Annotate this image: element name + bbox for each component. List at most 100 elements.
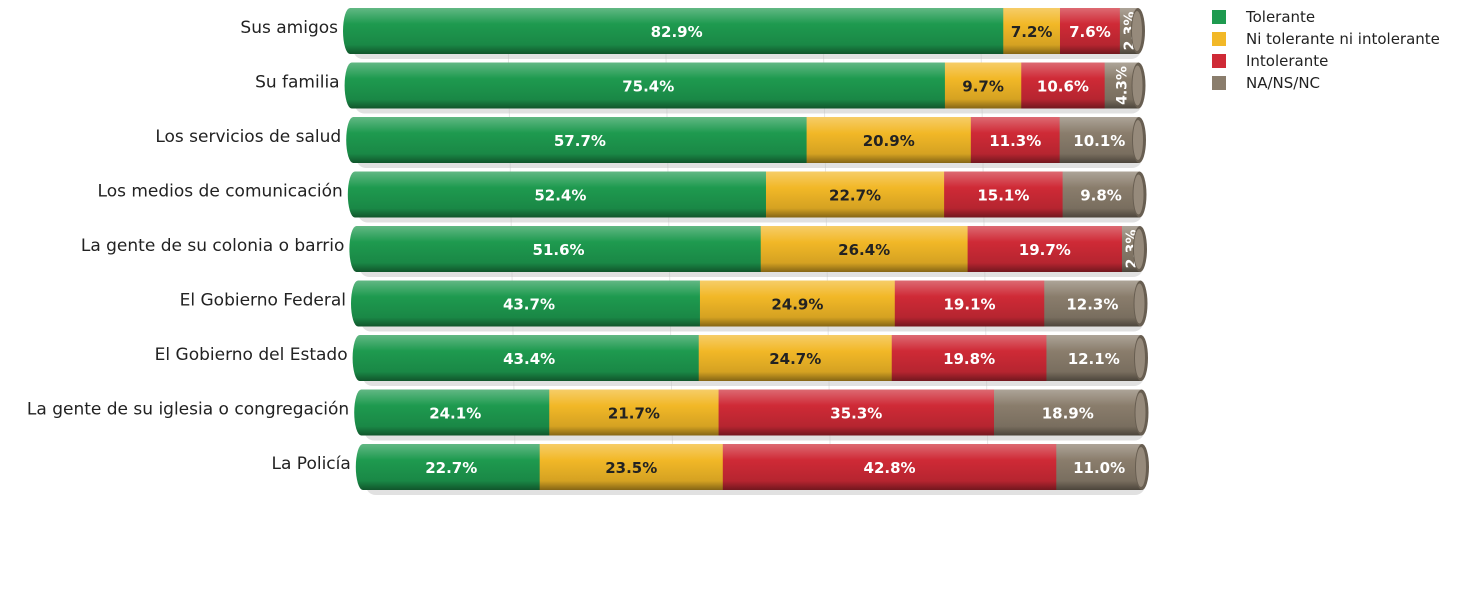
value-label: 35.3%: [830, 405, 882, 423]
legend-label-intolerante: Intolerante: [1246, 52, 1329, 70]
value-label: 9.8%: [1080, 187, 1122, 205]
bar-row: Sus amigos 82.9% 7.2% 7.6% 2.3%: [240, 8, 1145, 59]
category-label: El Gobierno del Estado: [155, 345, 348, 365]
legend-swatch-tolerante: [1212, 10, 1226, 24]
bar-segment: [1056, 444, 1143, 490]
bar-row: Su familia 75.4% 9.7% 10.6% 4.3%: [255, 62, 1146, 114]
legend: Tolerante Ni tolerante ni intolerante In…: [1212, 6, 1440, 94]
bar-segment: [549, 389, 720, 436]
value-label: 11.3%: [989, 132, 1041, 150]
bar-segment: [806, 117, 972, 163]
bar-row: La Policía 22.7% 23.5% 42.8% 11.0%: [272, 444, 1149, 495]
value-label: 22.7%: [829, 187, 881, 205]
category-label: El Gobierno Federal: [180, 291, 346, 311]
bar-left-cap: [351, 280, 365, 327]
bar-segment: [362, 444, 541, 490]
bar-left-cap: [346, 117, 361, 163]
value-label: 4.3%: [1115, 66, 1131, 105]
bar-segment: [1003, 8, 1061, 54]
value-label: 52.4%: [534, 187, 586, 205]
bar-right-cap-face: [1135, 392, 1146, 433]
value-label: 75.4%: [622, 78, 674, 96]
value-label: 12.3%: [1066, 296, 1118, 314]
bar-right-cap-face: [1133, 120, 1143, 160]
bar-right-cap-face: [1134, 283, 1145, 324]
bar-left-cap: [352, 335, 367, 381]
legend-swatch-ni-tolerante: [1212, 32, 1226, 46]
bar-row: Los servicios de salud 57.7% 20.9% 11.3% 10.…: [155, 117, 1146, 168]
bar-segment: [967, 226, 1123, 272]
bar-segment: [350, 8, 1004, 54]
bar-right-cap-face: [1132, 11, 1142, 51]
bar-segment: [1021, 62, 1106, 109]
bar-segment: [970, 117, 1061, 163]
bar-segment: [1044, 280, 1142, 327]
value-label: 23.5%: [605, 459, 657, 477]
value-label: 19.1%: [944, 296, 996, 314]
bar-right-cap-face: [1133, 174, 1144, 215]
bar-left-cap: [343, 8, 357, 54]
legend-swatch-na-ns-nc: [1212, 76, 1226, 90]
bar-segment: [1062, 171, 1141, 218]
value-label: 7.6%: [1069, 23, 1111, 41]
legend-item-intolerante: Intolerante: [1212, 50, 1440, 72]
bar-row: El Gobierno del Estado 43.4% 24.7% 19.8% 12.…: [155, 335, 1148, 386]
bar-segment: [944, 171, 1064, 218]
value-label: 11.0%: [1073, 459, 1125, 477]
bar-segment: [944, 62, 1022, 109]
category-label: Su familia: [255, 73, 340, 93]
value-label: 57.7%: [554, 132, 606, 150]
value-label: 9.7%: [962, 78, 1004, 96]
value-label: 24.7%: [769, 350, 821, 368]
bar-segment: [722, 444, 1057, 490]
bar-segment: [351, 62, 946, 109]
bar-right-cap-face: [1132, 65, 1143, 106]
bar-right-cap-face: [1135, 338, 1145, 378]
value-label: 24.1%: [429, 405, 481, 423]
value-label: 20.9%: [863, 132, 915, 150]
bar-segment: [1059, 8, 1121, 54]
bar-left-cap: [354, 389, 369, 436]
bar-left-cap: [349, 226, 364, 272]
bar-segment: [1046, 335, 1142, 381]
legend-item-tolerante: Tolerante: [1212, 6, 1440, 28]
value-label: 26.4%: [838, 241, 890, 259]
value-label: 51.6%: [533, 241, 585, 259]
bar-segment: [356, 226, 762, 272]
value-label: 19.8%: [943, 350, 995, 368]
bar-segment: [891, 335, 1048, 381]
bar-segment: [718, 389, 995, 436]
category-label: Los medios de comunicación: [98, 182, 343, 202]
bar-segment: [698, 335, 893, 381]
bar-row: El Gobierno Federal 43.7% 24.9% 19.1% 12.3%: [180, 280, 1148, 332]
legend-item-na-ns-nc: NA/NS/NC: [1212, 72, 1440, 94]
legend-label-ni-tolerante: Ni tolerante ni intolerante: [1246, 30, 1440, 48]
value-label: 21.7%: [608, 405, 660, 423]
value-label: 43.4%: [503, 350, 555, 368]
bar-right-cap-face: [1134, 229, 1144, 269]
value-label: 43.7%: [503, 296, 555, 314]
bar-segment: [539, 444, 724, 490]
bar-left-cap: [347, 171, 362, 218]
bar-left-cap: [344, 62, 359, 109]
value-label: 42.8%: [864, 459, 916, 477]
legend-label-na-ns-nc: NA/NS/NC: [1246, 74, 1321, 92]
legend-label-tolerante: Tolerante: [1246, 8, 1316, 26]
value-label: 10.1%: [1073, 132, 1125, 150]
value-label: 22.7%: [425, 459, 477, 477]
bar-segment: [1059, 117, 1140, 163]
value-label: 15.1%: [977, 187, 1029, 205]
bar-right-cap-face: [1136, 447, 1146, 487]
bar-segment: [358, 280, 701, 327]
category-label: Los servicios de salud: [155, 127, 341, 147]
legend-item-ni-tolerante: Ni tolerante ni intolerante: [1212, 28, 1440, 50]
value-label: 7.2%: [1011, 23, 1053, 41]
bar-segment: [361, 389, 550, 436]
bar-segment: [699, 280, 896, 327]
category-label: La gente de su colonia o barrio: [81, 236, 345, 256]
value-label: 19.7%: [1019, 241, 1071, 259]
value-label: 12.1%: [1068, 350, 1120, 368]
bar-left-cap: [355, 444, 370, 490]
bar-segment: [994, 389, 1143, 436]
